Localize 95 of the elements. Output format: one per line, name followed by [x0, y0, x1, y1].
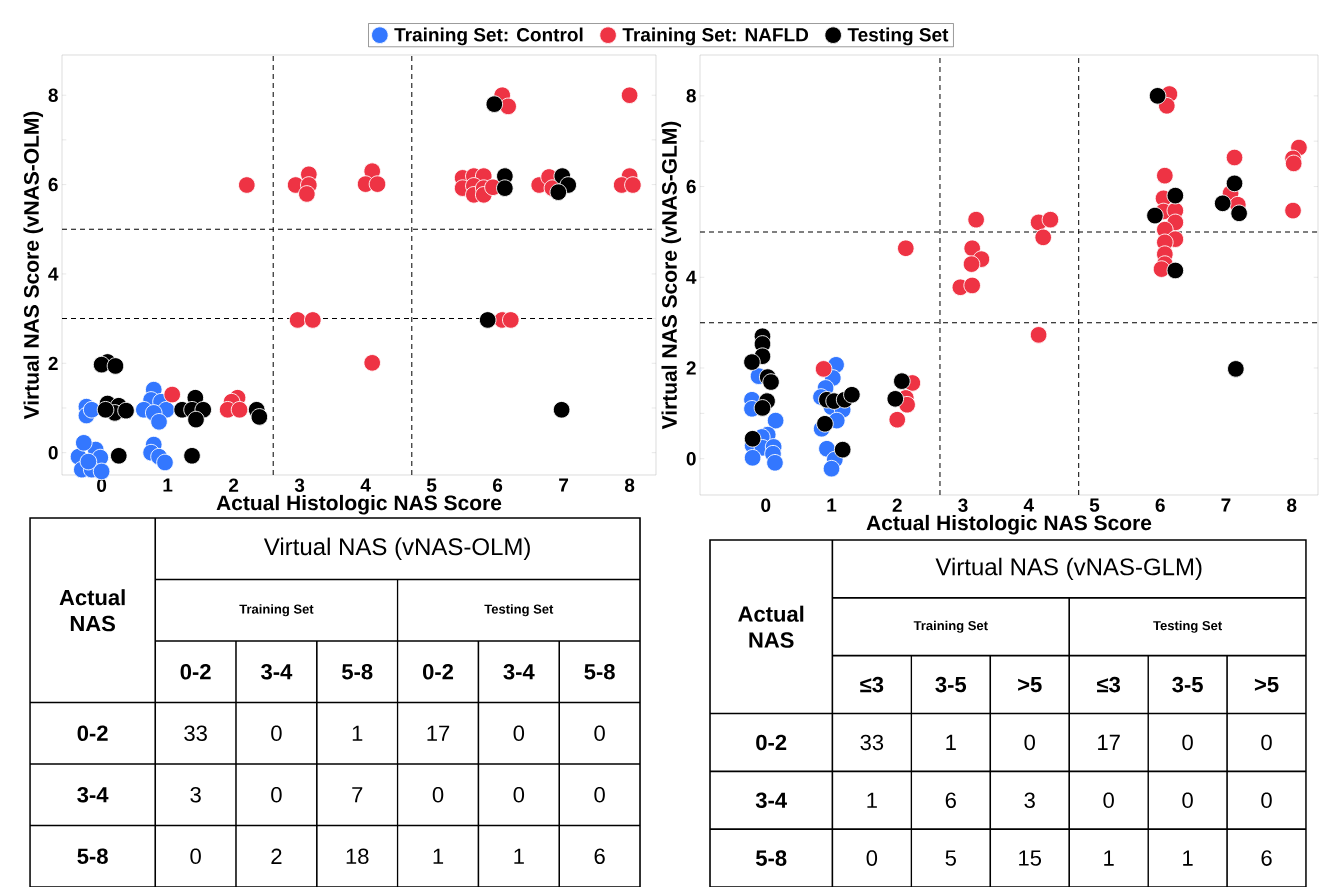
data-label: 0: [271, 725, 282, 742]
y-tick-label: 2: [686, 361, 696, 375]
chart-title: Virtual NAS (vNAS-OLM): [263, 537, 530, 560]
y-tick-label: 8: [48, 88, 58, 102]
x-tick-label: 3-4: [261, 663, 293, 680]
x-tick-label: 3-5: [935, 676, 967, 693]
data-label: 17: [427, 725, 450, 741]
data-label: 0: [190, 848, 201, 865]
x-axis-title: Actual Histologic NAS Score: [216, 494, 502, 515]
y-axis-title: Virtual NAS Score (vNAS-OLM): [23, 111, 44, 420]
x-tick-label: 3-5: [1172, 676, 1203, 693]
y-axis-title: Actual NAS: [738, 605, 804, 648]
x-tick-label: 7: [559, 478, 569, 492]
x-tick-label: 0-2: [180, 663, 211, 680]
x-tick-label: ≤3: [860, 676, 884, 693]
y-tick-label: 0-2: [756, 734, 787, 751]
data-label: 0: [594, 786, 605, 803]
y-tick-label: 0: [686, 451, 696, 466]
data-label: 18: [346, 848, 369, 865]
legend-label: Training Set: Control: [394, 27, 583, 46]
x-tick-label: 3: [958, 498, 968, 513]
x-tick-label: 5-8: [584, 663, 615, 680]
data-label: 17: [1098, 734, 1120, 750]
data-label: 0: [1182, 792, 1193, 809]
x-tick-label: 3-4: [503, 663, 535, 680]
data-label: 0: [271, 786, 282, 803]
data-label: 0: [513, 786, 525, 803]
x-tick-label: ≤3: [1097, 676, 1121, 693]
x-tick-label: 5: [426, 478, 437, 492]
legend-label: Testing Set: [847, 27, 949, 46]
data-label: 3: [190, 786, 201, 803]
text: Training Set: [913, 620, 988, 633]
x-tick-label: 2: [228, 478, 239, 492]
data-label: 0: [594, 725, 605, 742]
y-tick-label: 6: [686, 179, 696, 194]
x-tick-label: 1: [163, 478, 173, 492]
data-label: 6: [594, 848, 605, 865]
x-tick-label: 8: [1287, 498, 1297, 512]
y-axis-title: Virtual NAS Score (vNAS-GLM): [661, 121, 682, 430]
data-label: 3: [1024, 792, 1035, 809]
x-axis-title: Actual Histologic NAS Score: [866, 514, 1152, 535]
data-label: 1: [946, 734, 956, 750]
data-label: 6: [945, 792, 956, 809]
y-tick-label: 6: [48, 177, 58, 192]
x-tick-label: 4: [360, 478, 371, 492]
data-label: 1: [433, 848, 444, 864]
data-label: 7: [352, 787, 363, 803]
y-tick-label: 4: [48, 267, 59, 281]
data-label: 5: [945, 850, 956, 866]
data-label: 2: [271, 848, 282, 864]
x-tick-label: 8: [624, 478, 635, 492]
y-tick-label: 4: [686, 270, 697, 284]
y-tick-label: 3-4: [77, 786, 109, 803]
y-tick-label: 8: [686, 89, 696, 103]
x-tick-label: 3: [294, 478, 305, 493]
data-label: 0: [1182, 734, 1193, 751]
data-label: 1: [352, 725, 363, 741]
data-label: 33: [860, 734, 884, 751]
text: Training Set: [239, 604, 314, 617]
data-label: 1: [1183, 850, 1193, 866]
x-tick-label: 4: [1023, 498, 1034, 512]
data-label: 0: [1261, 792, 1272, 809]
y-tick-label: 2: [48, 356, 58, 370]
x-tick-label: 5-8: [342, 663, 373, 680]
data-label: 6: [1261, 850, 1272, 866]
x-tick-label: >5: [1254, 676, 1279, 693]
y-tick-label: 0-2: [77, 725, 108, 742]
data-label: 1: [1104, 850, 1114, 866]
text: Testing Set: [1153, 620, 1222, 633]
x-tick-label: 6: [1155, 498, 1165, 512]
y-axis-title: Actual NAS: [59, 589, 125, 632]
y-tick-label: 5-8: [77, 848, 108, 865]
y-tick-label: 3-4: [755, 792, 787, 809]
data-label: 0: [1261, 734, 1272, 751]
x-tick-label: 7: [1221, 498, 1231, 512]
data-label: 1: [514, 848, 524, 864]
text: Testing Set: [484, 604, 554, 617]
data-label: 1: [867, 792, 877, 808]
x-tick-label: 5: [1089, 498, 1100, 512]
chart-title: Virtual NAS (vNAS-GLM): [935, 557, 1202, 581]
data-label: 33: [184, 725, 207, 742]
y-tick-label: 0: [48, 445, 58, 460]
x-tick-label: 2: [892, 498, 902, 512]
x-tick-label: >5: [1018, 676, 1042, 693]
data-label: 0: [1103, 792, 1114, 809]
data-label: 0: [866, 850, 878, 866]
x-tick-label: 0-2: [422, 663, 454, 680]
legend-label: Training Set: NAFLD: [622, 27, 809, 46]
data-label: 15: [1019, 850, 1042, 866]
data-label: 0: [513, 725, 525, 742]
y-tick-label: 5-8: [755, 850, 787, 866]
x-tick-label: 1: [827, 498, 837, 512]
data-label: 0: [432, 786, 444, 803]
data-label: 0: [1024, 734, 1035, 751]
x-tick-label: 6: [493, 478, 503, 492]
